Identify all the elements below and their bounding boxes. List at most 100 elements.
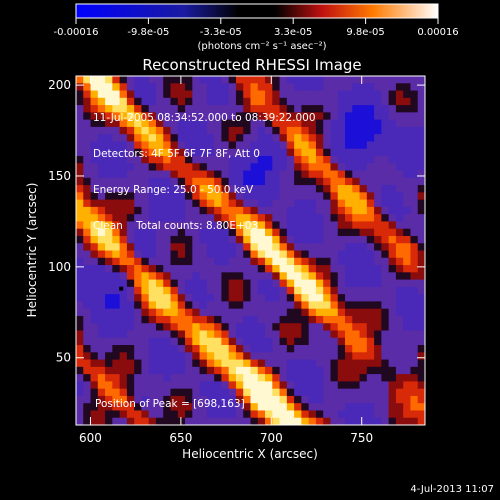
heatmap-cell — [294, 323, 302, 332]
heatmap-cell — [76, 235, 84, 244]
heatmap-cell — [170, 315, 179, 324]
heatmap-cell — [141, 286, 150, 295]
heatmap-cell — [126, 105, 135, 113]
heatmap-cell — [308, 90, 317, 99]
heatmap-cell — [206, 286, 215, 295]
heatmap-cell — [315, 388, 324, 397]
heatmap-cell — [257, 199, 266, 208]
heatmap-cell — [148, 257, 157, 266]
heatmap-cell — [279, 243, 288, 252]
heatmap-cell — [323, 185, 332, 193]
heatmap-cell — [352, 185, 361, 193]
heatmap-cell — [272, 388, 281, 397]
heatmap-cell — [330, 192, 339, 201]
heatmap-cell — [366, 192, 375, 201]
heatmap-cell — [301, 374, 310, 382]
heatmap-cell — [417, 228, 425, 237]
heatmap-cell — [352, 126, 361, 135]
heatmap-cell — [214, 243, 223, 252]
heatmap-cell — [221, 221, 230, 230]
heatmap-cell — [163, 155, 172, 164]
heatmap-cell — [141, 417, 150, 425]
heatmap-cell — [199, 272, 208, 281]
heatmap-cell — [315, 410, 324, 419]
heatmap-cell — [308, 308, 317, 317]
heatmap-cell — [83, 286, 92, 295]
heatmap-cell — [221, 243, 230, 252]
heatmap-cell — [286, 105, 295, 113]
heatmap-cell — [90, 235, 99, 244]
heatmap-cell — [97, 112, 106, 121]
heatmap-cell — [403, 170, 412, 179]
heatmap-cell — [206, 185, 215, 193]
heatmap-cell — [119, 235, 128, 244]
heatmap-cell — [163, 337, 172, 346]
heatmap-cell — [410, 301, 419, 310]
heatmap-cell — [221, 83, 230, 92]
heatmap-cell — [257, 294, 266, 302]
heatmap-cell — [148, 345, 157, 353]
heatmap-cell — [388, 177, 397, 186]
heatmap-cell — [185, 417, 193, 425]
heatmap-cell — [177, 148, 186, 157]
heatmap-cell — [272, 155, 281, 164]
heatmap-cell — [163, 228, 172, 237]
heatmap-cell — [315, 243, 324, 252]
heatmap-cell — [134, 83, 143, 92]
heatmap-cell — [301, 97, 310, 106]
heatmap-cell — [417, 206, 425, 215]
heatmap-cell — [97, 250, 106, 259]
heatmap-cell — [134, 352, 143, 361]
heatmap-cell — [366, 272, 375, 281]
heatmap-cell — [76, 308, 84, 317]
heatmap-cell — [410, 374, 419, 382]
heatmap-cell — [90, 395, 99, 404]
heatmap-cell — [294, 83, 302, 92]
heatmap-cell — [134, 301, 143, 310]
heatmap-cell — [112, 265, 121, 273]
heatmap-cell — [410, 148, 419, 157]
heatmap-cell — [177, 141, 186, 150]
heatmap-cell — [163, 141, 172, 150]
heatmap-cell — [417, 330, 425, 339]
heatmap-cell — [163, 323, 172, 332]
heatmap-cell — [155, 308, 164, 317]
heatmap-cell — [315, 199, 324, 208]
heatmap-cell — [272, 330, 281, 339]
heatmap-cell — [366, 395, 375, 404]
heatmap-cell — [163, 90, 172, 99]
heatmap-cell — [105, 185, 113, 193]
heatmap-cell — [206, 337, 215, 346]
heatmap-cell — [395, 192, 404, 201]
heatmap-cell — [141, 112, 150, 121]
heatmap-cell — [112, 359, 121, 368]
heatmap-cell — [185, 76, 193, 84]
heatmap-cell — [359, 221, 368, 230]
heatmap-cell — [243, 265, 252, 273]
heatmap-cell — [388, 374, 397, 382]
heatmap-cell — [177, 395, 186, 404]
heatmap-cell — [337, 206, 346, 215]
heatmap-cell — [345, 381, 353, 390]
heatmap-cell — [199, 199, 208, 208]
heatmap-cell — [134, 185, 143, 193]
heatmap-cell — [90, 228, 99, 237]
heatmap-cell — [185, 395, 193, 404]
heatmap-cell — [221, 192, 230, 201]
heatmap-cell — [388, 206, 397, 215]
heatmap-cell — [170, 126, 179, 135]
heatmap-cell — [192, 374, 201, 382]
heatmap-cell — [177, 337, 186, 346]
heatmap-cell — [403, 257, 412, 266]
heatmap-cell — [395, 76, 404, 84]
heatmap-cell — [76, 206, 84, 215]
heatmap-cell — [105, 155, 113, 164]
heatmap-cell — [272, 192, 281, 201]
heatmap-cell — [374, 417, 382, 425]
heatmap-cell — [272, 170, 281, 179]
heatmap-cell — [337, 272, 346, 281]
heatmap-cell — [359, 315, 368, 324]
heatmap-cell — [155, 105, 164, 113]
colorbar-gradient — [75, 3, 439, 19]
heatmap-cell — [250, 163, 259, 172]
